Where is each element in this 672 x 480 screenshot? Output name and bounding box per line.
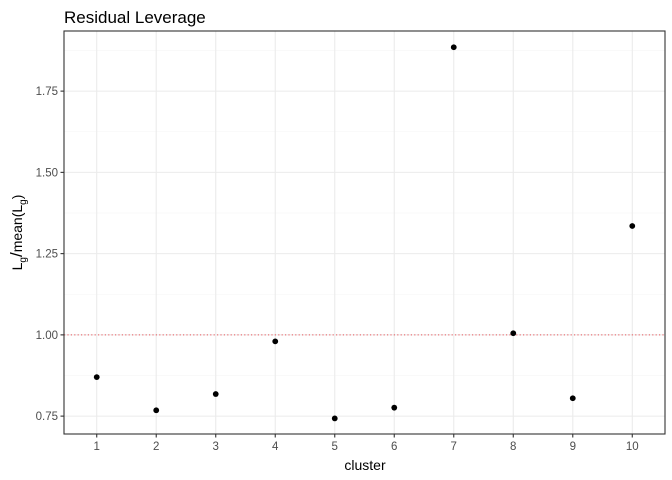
x-tick-label: 7 [451, 441, 457, 453]
panel-background [64, 31, 665, 434]
y-axis-title-part: L [9, 262, 25, 270]
y-axis: 0.75 1.00 1.25 1.50 1.75 [36, 86, 64, 423]
x-tick-label: 3 [213, 441, 219, 453]
x-tick-label: 10 [626, 441, 639, 453]
x-axis: 1 2 3 4 5 6 7 8 9 10 [94, 434, 639, 453]
data-point [450, 44, 457, 51]
x-axis-title: cluster [344, 457, 386, 473]
data-point [510, 330, 517, 337]
x-tick-label: 6 [391, 441, 397, 453]
x-tick-label: 4 [272, 441, 279, 453]
data-point [391, 404, 398, 411]
data-point [153, 407, 160, 414]
chart-title: Residual Leverage [64, 8, 206, 27]
data-point [569, 395, 576, 402]
data-point [331, 415, 338, 422]
minor-gridlines [64, 50, 665, 376]
data-point [272, 338, 279, 345]
x-tick-label: 5 [332, 441, 338, 453]
y-axis-title-part: / [7, 252, 26, 257]
y-axis-title: Lg/mean(Lg) [7, 195, 29, 271]
y-axis-title-part: g [18, 199, 29, 205]
data-point [93, 374, 100, 381]
y-tick-label: 0.75 [36, 411, 58, 423]
plot-panel [64, 31, 665, 434]
panel-border [63, 30, 666, 435]
y-tick-label: 1.25 [36, 249, 58, 261]
major-gridlines [64, 31, 665, 434]
x-tick-label: 9 [570, 441, 576, 453]
y-axis-title-part: ) [9, 195, 25, 200]
data-point [629, 223, 636, 229]
x-tick-label: 8 [510, 441, 516, 453]
data-points [93, 44, 636, 422]
y-axis-title-part: mean(L [9, 205, 25, 253]
y-tick-label: 1.00 [36, 330, 58, 342]
data-point [212, 391, 219, 397]
x-tick-label: 2 [153, 441, 159, 453]
y-tick-label: 1.50 [36, 167, 58, 179]
y-tick-label: 1.75 [36, 86, 58, 98]
y-axis-title-text: Lg/mean(Lg) [7, 195, 29, 271]
y-axis-title-part: g [18, 257, 29, 263]
x-tick-label: 1 [94, 441, 100, 453]
panel-border-rect [63, 30, 666, 435]
